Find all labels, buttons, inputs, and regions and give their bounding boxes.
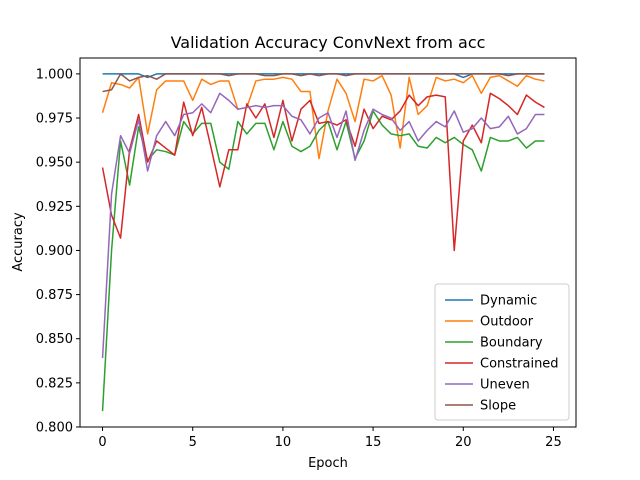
series-line-slope: [102, 73, 545, 93]
y-axis-label: Accuracy: [11, 212, 26, 272]
legend-label-uneven: Uneven: [480, 378, 530, 393]
legend-label-dynamic: Dynamic: [480, 294, 537, 309]
plot-lines: [101, 73, 545, 412]
y-axis-ticks: 0.800 0.825 0.850 0.875 0.900 0.925 0.950 0.975…: [36, 67, 80, 436]
x-axis-label: Epoch: [308, 456, 348, 471]
x-tick-label: 15: [365, 435, 382, 450]
x-tick-label: 0: [98, 435, 106, 450]
y-tick-label: 0.850: [36, 332, 73, 347]
legend: Dynamic Outdoor Boundary Constrained Uneven S…: [434, 283, 570, 421]
legend-box: [434, 283, 570, 421]
series-line-uneven: [101, 92, 545, 359]
x-axis-ticks: 0 5 10 15 20 25: [98, 427, 562, 450]
series-line-outdoor: [101, 74, 545, 160]
x-tick-label: 25: [545, 435, 562, 450]
y-tick-label: 0.950: [36, 156, 73, 171]
series-line-constrained: [101, 92, 545, 252]
x-tick-label: 5: [189, 435, 197, 450]
legend-label-slope: Slope: [480, 399, 516, 414]
chart-title: Validation Accuracy ConvNext from acc: [171, 33, 486, 52]
y-tick-label: 0.975: [36, 112, 73, 127]
y-tick-label: 0.900: [36, 244, 73, 259]
legend-label-boundary: Boundary: [480, 336, 543, 351]
x-tick-label: 10: [275, 435, 292, 450]
y-tick-label: 1.000: [36, 67, 73, 82]
plot-frame: [79, 57, 577, 428]
y-tick-label: 0.825: [36, 376, 73, 391]
y-tick-label: 0.800: [36, 421, 73, 436]
x-tick-label: 20: [455, 435, 472, 450]
y-tick-label: 0.925: [36, 200, 73, 215]
legend-label-constrained: Constrained: [480, 357, 559, 372]
y-tick-label: 0.875: [36, 288, 73, 303]
legend-label-outdoor: Outdoor: [480, 315, 534, 330]
